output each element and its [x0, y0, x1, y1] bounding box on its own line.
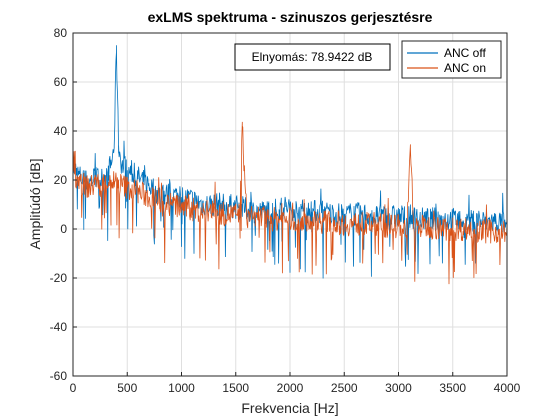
series-line-anc-on	[73, 121, 507, 285]
y-axis-label: Amplitúdó [dB]	[27, 158, 43, 249]
x-tick-label: 3500	[439, 381, 466, 395]
y-tick-label: -60	[50, 369, 68, 383]
legend-frame	[401, 40, 502, 79]
axis-ticks: 0 500 1000 1500 2000 2500 3000 3500 4000 -60 -40 -2…	[50, 26, 521, 395]
annotation-text: Elnyomás: 78.9422 dB	[252, 50, 373, 64]
series-layer	[73, 45, 507, 285]
chart-title: exLMS spektruma - szinuszos gerjesztésre	[148, 9, 433, 25]
y-tick-label: 80	[54, 26, 68, 40]
x-tick-label: 1500	[222, 381, 249, 395]
y-tick-label: 40	[54, 124, 68, 138]
x-tick-label: 0	[70, 381, 77, 395]
y-tick-label: 0	[60, 222, 67, 236]
x-tick-label: 2000	[277, 381, 304, 395]
x-tick-label: 3000	[385, 381, 412, 395]
x-tick-label: 2500	[331, 381, 358, 395]
x-tick-label: 4000	[494, 381, 521, 395]
y-tick-label: 20	[54, 173, 68, 187]
legend-label: ANC on	[444, 61, 486, 75]
x-tick-label: 500	[117, 381, 137, 395]
y-tick-label: -40	[50, 320, 68, 334]
y-tick-label: -20	[50, 271, 68, 285]
annotation-frame	[234, 43, 391, 71]
annotation-box: Elnyomás: 78.9422 dB	[234, 43, 391, 71]
y-tick-label: 60	[54, 75, 68, 89]
series-line-anc-off	[73, 45, 507, 279]
x-tick-label: 1000	[168, 381, 195, 395]
x-axis-label: Frekvencia [Hz]	[241, 400, 338, 416]
legend-label: ANC off	[444, 46, 486, 60]
